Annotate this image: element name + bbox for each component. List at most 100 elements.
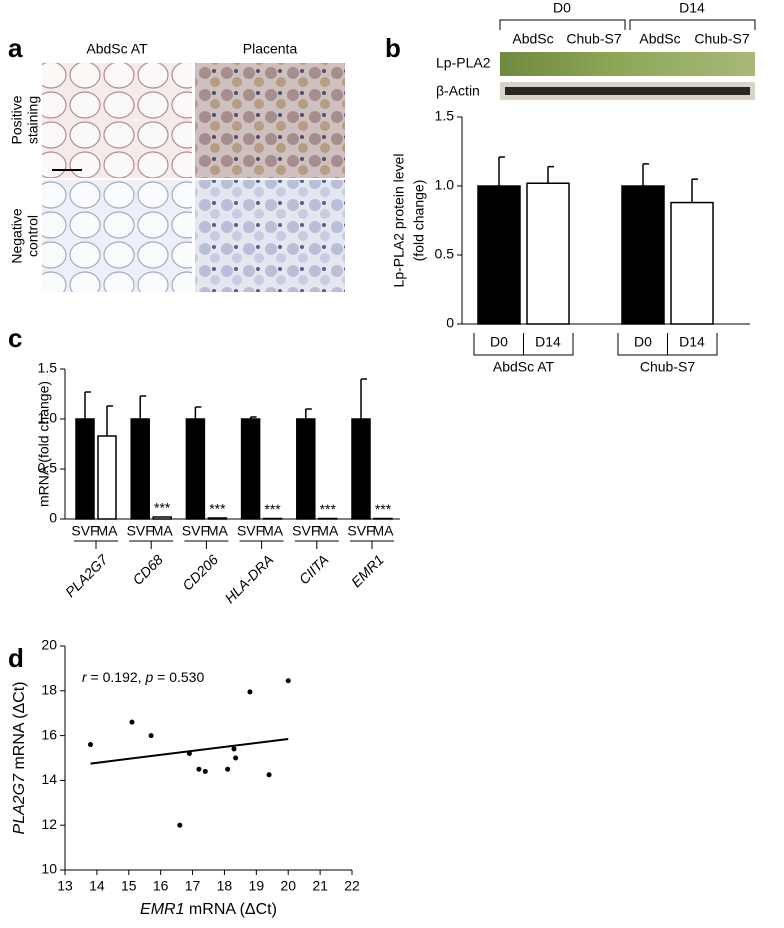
point [231,746,237,752]
day-label: D0 [553,0,571,16]
point [233,755,239,761]
blot-band [505,87,750,95]
point [129,719,135,725]
y-tick-label: 1.5 [435,108,455,124]
panel-letter: b [385,33,401,63]
histology-images [42,63,345,292]
lane-label: Chub-S7 [694,31,749,47]
point [202,768,208,774]
bar [373,517,393,520]
bar [670,201,714,325]
error-bar [498,156,505,186]
bracket [350,540,394,549]
group-label: HLA-DRA [222,551,277,606]
x-tick-label: 19 [249,878,265,894]
bracket [74,540,118,549]
y-tick-label: 12 [41,816,57,832]
x-axis-label-part: EMR1 [140,901,184,918]
x-tick-label: MA [373,523,395,539]
x-tick-label: 15 [121,878,137,894]
x-tick-label: MA [317,523,339,539]
x-tick-label: SVF [347,523,374,539]
y-axis-label: PLA2G7 mRNA (ΔCt) [11,682,28,835]
group-label: CD68 [129,551,166,588]
y-axis-label: (fold change) [411,180,427,262]
annotation-part: = 0.192, [87,669,146,685]
bar [296,418,316,520]
y-tick-label: 10 [41,861,57,877]
y-axis-label: Lp-PLA2 protein level [391,154,407,288]
group-label: EMR1 [348,551,387,590]
band-label: β-Actin [436,83,480,99]
group-label: Chub-S7 [640,359,695,375]
y-tick-label: 1.0 [38,410,58,426]
x-axis-label-part: mRNA (ΔCt) [184,901,276,918]
bar [318,517,338,520]
bracket [294,540,339,549]
error-bar [139,395,147,419]
significance: *** [320,501,337,517]
point [186,751,192,757]
y-tick-label: 1.5 [38,360,58,376]
group-label: CIITA [296,551,332,587]
error-bar [305,408,312,419]
error-bar [84,391,91,419]
y-axis-label-part: mRNA (ΔCt) [11,682,28,774]
bracket [239,540,284,549]
bar [97,435,117,520]
point [285,678,291,684]
x-tick-label: SVF [127,523,154,539]
x-tick-label: MA [207,523,229,539]
row-label: staining [25,96,41,144]
error-bar [691,178,698,203]
annotation: r = 0.192, p = 0.530 [82,669,204,685]
lane-label: Chub-S7 [566,31,621,47]
image [195,180,345,292]
bracket [617,333,718,356]
x-tick-label: 22 [344,878,360,894]
lane-label: AbdSc [639,31,680,47]
error-bar [194,406,202,419]
x-tick-label: 20 [280,878,296,894]
x-tick-label: SVF [292,523,319,539]
day-label: D14 [679,0,705,16]
point [148,733,154,739]
x-axis-label: EMR1 mRNA (ΔCt) [140,901,277,918]
column-label: AbdSc AT [86,41,148,57]
annotation-part: r [82,669,88,685]
column-label: Placenta [243,41,298,57]
bar [526,182,570,325]
group-label: CD206 [179,551,221,593]
x-tick-label: MA [97,523,119,539]
bar [477,185,521,325]
x-tick-label: 14 [89,878,105,894]
lane-label: AbdSc [512,31,553,47]
bracket [499,19,756,30]
group-label: AbdSc AT [493,359,555,375]
y-tick-label: 14 [41,771,57,787]
row-label: control [25,215,41,257]
y-tick-label: 0 [446,315,454,331]
y-tick-label: 0.5 [38,460,58,476]
error-bar [106,405,113,436]
bracket [184,540,229,549]
blot [499,19,756,100]
point [225,766,231,772]
x-tick-label: 17 [185,878,201,894]
bracket [129,540,174,549]
bar [75,418,95,520]
y-axis-label-part: PLA2G7 [11,773,28,835]
panel-letter: d [8,643,24,673]
y-tick-label: 0 [49,510,57,526]
x-tick-label: MA [262,523,284,539]
point [247,689,253,695]
x-tick-label: SVF [71,523,98,539]
significance: *** [264,501,281,517]
x-tick-label: 16 [153,878,169,894]
y-tick-label: 16 [41,726,57,742]
y-tick-label: 18 [41,682,57,698]
annotation-part: p [144,669,153,685]
significance: *** [154,500,171,516]
row-label: Positive [9,95,25,144]
y-tick-label: 0.5 [435,246,455,262]
